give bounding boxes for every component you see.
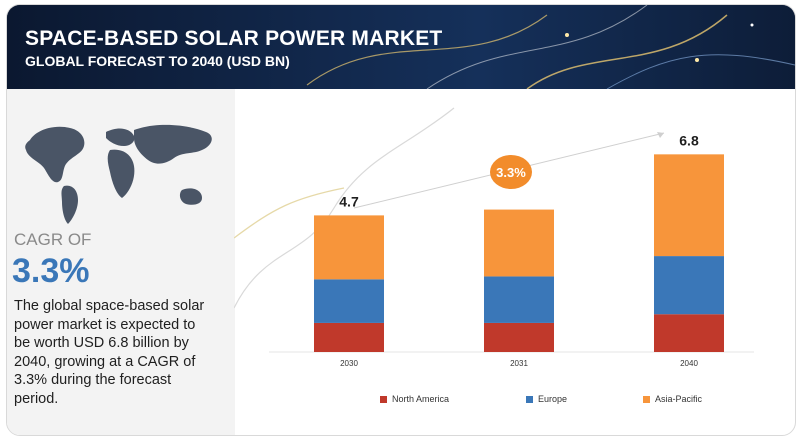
legend-north-america: North America	[380, 394, 449, 404]
decor-curve-2	[234, 107, 455, 309]
legend-swatch	[380, 395, 387, 403]
world-map-icon	[25, 124, 212, 224]
trend-arrow-head	[657, 132, 664, 138]
bar-north-america-2040	[654, 314, 724, 352]
total-label-2030: 4.7	[339, 193, 359, 209]
banner-decoration	[7, 5, 795, 89]
legend-label: Europe	[538, 394, 568, 404]
summary-description: The global space-based solar power marke…	[14, 298, 205, 407]
legend-label: Asia-Pacific	[655, 394, 703, 404]
bar-europe-2040	[654, 256, 724, 315]
page-title: SPACE-BASED SOLAR POWER MARKET	[25, 27, 443, 50]
bar-europe-2031	[484, 276, 554, 323]
legend-europe: Europe	[526, 394, 567, 404]
page-subtitle: GLOBAL FORECAST TO 2040 (USD BN)	[25, 53, 290, 69]
bar-asia-pacific-2040	[654, 154, 724, 257]
bar-asia-pacific-2031	[484, 209, 554, 277]
x-tick-label-2040: 2040	[680, 359, 698, 368]
bar-north-america-2030	[314, 322, 384, 352]
bar-europe-2030	[314, 279, 384, 323]
legend-asia-pacific: Asia-Pacific	[643, 394, 702, 404]
legend-swatch	[526, 395, 533, 403]
cagr-value: 3.3%	[12, 252, 90, 290]
header-banner: SPACE-BASED SOLAR POWER MARKET GLOBAL FO…	[7, 5, 795, 89]
cagr-label: CAGR OF	[14, 230, 92, 249]
decor-curve	[234, 187, 345, 239]
bars-group: 4.7 2030 2031 6.8 2040	[314, 132, 724, 368]
x-tick-label-2031: 2031	[510, 359, 528, 368]
bar-asia-pacific-2030	[314, 215, 384, 280]
bar-north-america-2031	[484, 322, 554, 352]
stacked-bar-chart: 4.7 2030 2031 6.8 2040	[234, 107, 754, 368]
x-tick-label-2030: 2030	[340, 359, 358, 368]
legend-swatch	[643, 395, 650, 403]
cagr-badge: 3.3%	[490, 155, 532, 189]
legend-label: North America	[392, 394, 450, 404]
total-label-2040: 6.8	[679, 132, 699, 148]
